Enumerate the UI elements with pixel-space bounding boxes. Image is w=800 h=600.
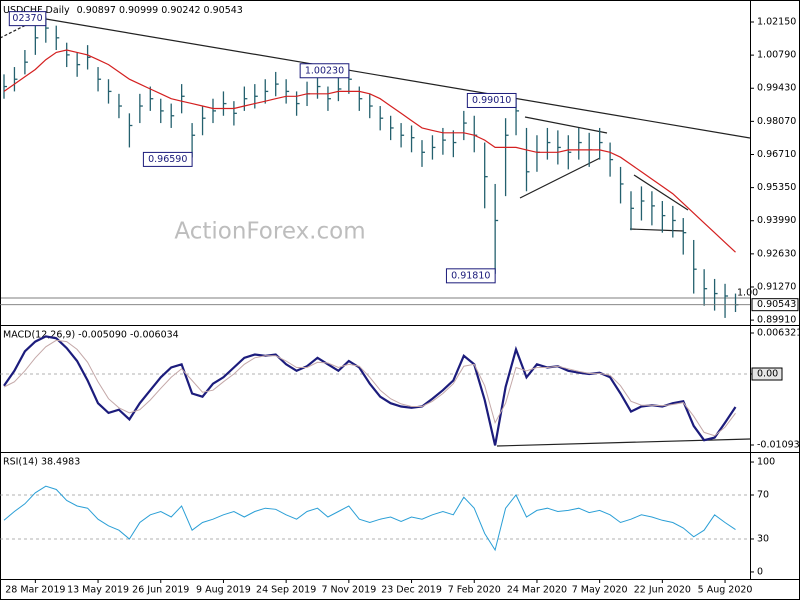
trend-line (519, 157, 601, 199)
annotation-label: 0.99010 (472, 95, 511, 106)
y-tick-label: 0.006321 (757, 327, 800, 338)
x-tick-label: 23 Dec 2019 (381, 585, 442, 596)
y-tick-label: 0.99430 (757, 83, 796, 94)
x-tick-label: 5 Aug 2020 (698, 585, 753, 596)
indicator-line (3, 339, 736, 437)
y-tick-label: 100 (757, 457, 775, 468)
annotation-label: 0.91810 (451, 270, 490, 281)
y-tick-label: 1.00790 (757, 50, 796, 61)
moving-average (3, 49, 736, 253)
y-tick-label: 0.00 (757, 369, 778, 380)
trend-line (633, 174, 689, 211)
y-tick-label: 0.96710 (757, 149, 796, 160)
annotation-box (8, 11, 47, 27)
x-tick-label: 22 Jun 2020 (634, 585, 691, 596)
y-tick-label: 0.91270 (757, 281, 796, 292)
last-price-box (751, 298, 799, 312)
x-tick-label: 7 May 2020 (572, 585, 628, 596)
indicator-line (3, 335, 737, 446)
x-tick-label: 24 Mar 2020 (507, 585, 567, 596)
annotation-label: 1.00230 (305, 65, 344, 76)
title: USDCHF,Daily (3, 5, 70, 16)
indicator-line (3, 485, 736, 552)
x-tick-label: 13 May 2019 (67, 585, 129, 596)
y-tick-label: 1.02150 (757, 16, 796, 27)
y-tick-label: 0.93990 (757, 215, 796, 226)
y-tick-label: 0.89910 (757, 315, 796, 326)
trend-line (39, 17, 750, 139)
x-tick-label: 9 Aug 2019 (196, 585, 251, 596)
x-tick-label: 26 Jun 2019 (132, 585, 189, 596)
y-tick-label: 0.92630 (757, 248, 796, 259)
y-tick-label: 70 (757, 490, 769, 501)
trend-line (524, 116, 608, 134)
annotation-box (466, 92, 517, 108)
ohlc-values: 0.90897 0.90999 0.90242 0.90543 (77, 5, 243, 16)
trend-lines (0, 17, 750, 299)
x-tick-label: 7 Nov 2019 (321, 585, 376, 596)
panel-title: RSI(14) 38.4983 (3, 457, 80, 468)
y-tick-label: 0.95350 (757, 182, 796, 193)
last-price-label: 0.90543 (757, 299, 796, 310)
annotation-label: 0.96590 (148, 154, 187, 165)
x-tick-label: 7 Feb 2020 (448, 585, 501, 596)
y-tick-label: 0.98070 (757, 116, 796, 127)
y-tick-box (751, 367, 783, 381)
level-text: 1.00 (737, 288, 758, 299)
annotation-box (445, 268, 496, 284)
annotation-label: 02370 (12, 13, 42, 24)
x-tick-label: 24 Sep 2019 (256, 585, 316, 596)
x-tick-label: 28 Mar 2019 (5, 585, 65, 596)
chart-title: USDCHF,Daily 0.90897 0.90999 0.90242 0.9… (3, 5, 243, 16)
y-tick-label: 0 (757, 566, 763, 577)
annotation-box (142, 151, 193, 167)
y-tick-label: 30 (757, 533, 769, 544)
annotation-box (299, 63, 350, 79)
y-tick-label: -0.010939 (757, 439, 800, 450)
trend-line (629, 228, 685, 232)
panel-title: MACD(12,26,9) -0.005090 -0.006034 (3, 330, 179, 341)
watermark: ActionForex.com (174, 219, 365, 245)
